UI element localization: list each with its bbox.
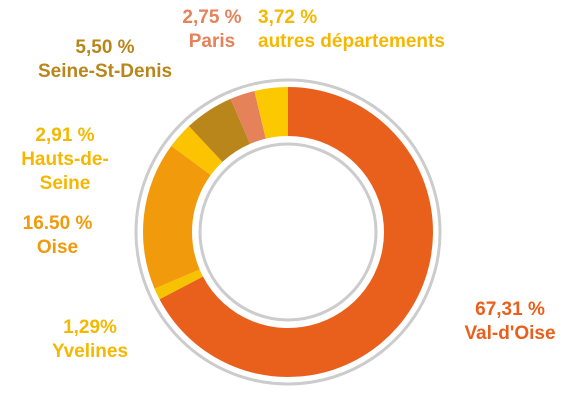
category-label: Hauts-de-Seine xyxy=(21,149,109,194)
segment-label: 1,29% Yvelines xyxy=(40,316,140,364)
donut-segment xyxy=(188,98,251,162)
category-label: Paris xyxy=(188,31,236,52)
value-label: 2,75 % xyxy=(182,7,242,28)
segment-label: 5,50 % Seine-St-Denis xyxy=(10,36,200,84)
donut-segment xyxy=(230,90,266,144)
donut-segment xyxy=(254,87,288,139)
donut-segment xyxy=(171,126,223,176)
segment-label: 16.50 % Oise xyxy=(5,212,110,260)
category-label: Oise xyxy=(36,237,79,258)
value-label: 2,91 % xyxy=(35,125,95,146)
value-label: 3,72 % xyxy=(258,7,318,28)
segment-label: 2,75 % Paris xyxy=(172,6,252,54)
donut-segment xyxy=(159,87,433,378)
donut-segment xyxy=(154,269,203,300)
category-label: Val-d'Oise xyxy=(464,323,556,344)
value-label: 67,31 % xyxy=(475,299,545,320)
inner-ring xyxy=(198,142,378,322)
segment-label: 67,31 % Val-d'Oise xyxy=(450,298,569,346)
value-label: 16.50 % xyxy=(22,213,93,234)
category-label: autres départements xyxy=(258,31,445,52)
category-label: Yvelines xyxy=(51,341,129,362)
category-label: Seine-St-Denis xyxy=(37,61,173,82)
outer-ring xyxy=(134,78,442,386)
segment-label: 2,91 % Hauts-de-Seine xyxy=(10,124,120,196)
value-label: 5,50 % xyxy=(75,37,135,58)
segment-label: 3,72 % autres départements xyxy=(258,6,498,54)
donut-segment xyxy=(142,145,211,289)
value-label: 1,29% xyxy=(63,317,117,338)
